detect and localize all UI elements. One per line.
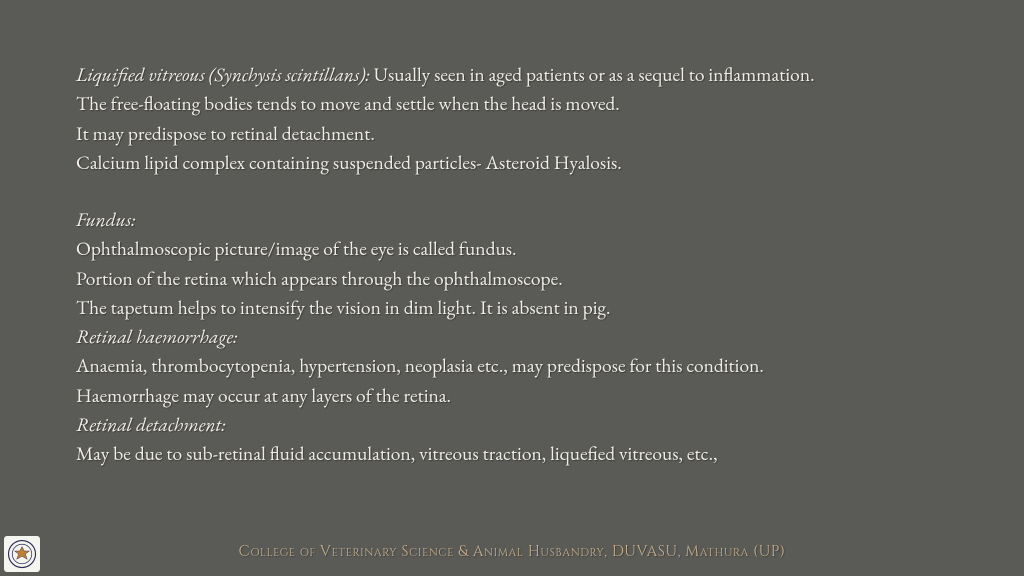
text-line: Ophthalmoscopic picture/image of the eye… [76,234,984,263]
spacer [76,177,984,205]
text-line: Portion of the retina which appears thro… [76,264,984,293]
section-liquified-vitreous: Liquified vitreous (Synchysis scintillan… [76,60,984,89]
text-line: Anaemia, thrombocytopenia, hypertension,… [76,351,984,380]
text-line: May be due to sub-retinal fluid accumula… [76,439,984,468]
heading-retinal-haemorrhage: Retinal haemorrhage: [76,322,984,351]
text-line: Calcium lipid complex containing suspend… [76,148,984,177]
college-seal-icon [4,536,40,572]
text-line: The tapetum helps to intensify the visio… [76,293,984,322]
text-line: Usually seen in aged patients or as a se… [374,61,815,87]
heading-retinal-detachment: Retinal detachment: [76,410,984,439]
footer-institution: College of Veterinary Science & Animal H… [0,541,1024,562]
text-line: Haemorrhage may occur at any layers of t… [76,381,984,410]
text-line: It may predispose to retinal detachment. [76,119,984,148]
heading-fundus: Fundus: [76,205,984,234]
slide-body: Liquified vitreous (Synchysis scintillan… [76,60,984,468]
text-line: The free-floating bodies tends to move a… [76,89,984,118]
heading-liquified-vitreous: Liquified vitreous (Synchysis scintillan… [76,61,374,87]
